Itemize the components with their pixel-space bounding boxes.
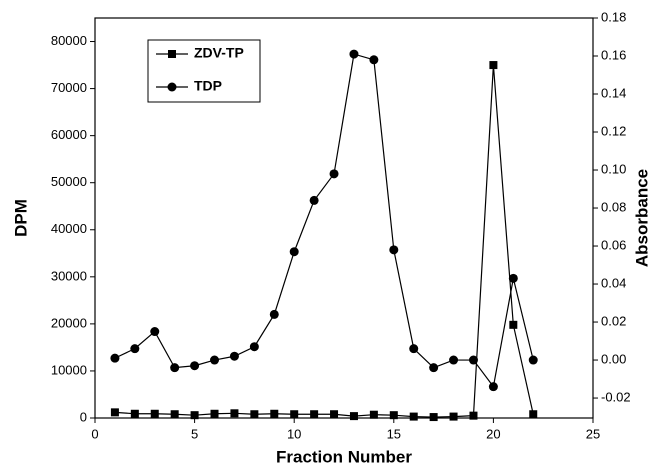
marker [449,355,459,365]
marker [190,361,200,371]
marker [270,409,279,418]
y2-axis-title: Absorbance [632,169,651,267]
marker [289,247,299,257]
marker [130,344,140,354]
x-axis-title: Fraction Number [276,447,412,466]
marker [130,409,139,418]
y2-tick-label: 0.08 [601,199,626,214]
y-tick-label: 70000 [51,80,87,95]
marker [290,410,299,419]
legend-box [147,39,261,103]
plot-frame [94,17,594,419]
marker [409,344,419,354]
y-tick-label: 30000 [51,268,87,283]
marker [509,320,518,329]
y-tick-label: 80000 [51,33,87,48]
y2-tick-label: 0.12 [601,123,626,138]
marker [508,273,518,283]
marker [468,355,478,365]
x-tick-label: 25 [586,426,600,441]
marker [528,355,538,365]
y2-tick-label: 0.02 [601,313,626,328]
marker [229,351,239,361]
marker [309,195,319,205]
y-axis-title: DPM [11,199,30,237]
marker [150,409,159,418]
y2-tick-label: 0.18 [601,9,626,24]
marker [369,55,379,65]
y-tick-label: 20000 [51,315,87,330]
marker [310,410,319,419]
marker [429,363,439,373]
marker [389,411,398,420]
marker [529,410,538,419]
marker [170,410,179,419]
marker [230,409,239,418]
marker [250,410,259,419]
marker [167,82,177,92]
series-line [114,53,534,389]
y-tick-label: 0 [80,409,87,424]
y-tick-label: 10000 [51,362,87,377]
y2-tick-label: 0.16 [601,47,626,62]
marker [150,327,160,337]
marker [349,412,358,421]
marker [168,50,176,58]
marker [190,411,199,420]
y2-tick-label: -0.02 [601,389,631,404]
legend-label: ZDV-TP [194,45,244,61]
marker [110,408,119,417]
y2-tick-label: 0.14 [601,85,626,100]
marker [269,309,279,319]
x-tick-label: 15 [387,426,401,441]
marker [389,245,399,255]
marker [469,411,478,420]
marker [249,342,259,352]
marker [170,363,180,373]
x-tick-label: 10 [287,426,301,441]
marker [409,412,418,421]
marker [110,353,120,363]
marker [329,169,339,179]
marker [210,409,219,418]
marker [429,413,438,422]
marker [369,410,378,419]
y-tick-label: 50000 [51,174,87,189]
marker [210,355,220,365]
y2-tick-label: 0.00 [601,351,626,366]
x-tick-label: 5 [191,426,198,441]
y-tick-label: 40000 [51,221,87,236]
legend-label: TDP [194,78,222,94]
y2-tick-label: 0.10 [601,161,626,176]
x-tick-label: 20 [486,426,500,441]
marker [489,61,498,70]
x-tick-label: 0 [91,426,98,441]
series-line [114,65,534,418]
y2-tick-label: 0.06 [601,237,626,252]
y-tick-label: 60000 [51,127,87,142]
y2-tick-label: 0.04 [601,275,626,290]
marker [349,49,359,59]
marker [488,382,498,392]
marker [330,410,339,419]
marker [449,412,458,421]
